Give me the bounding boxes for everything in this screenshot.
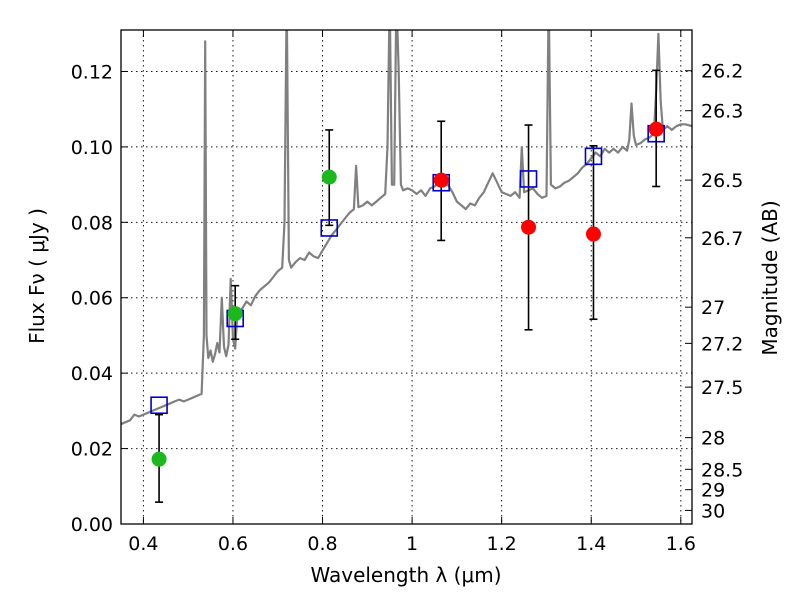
plot-frame (120, 29, 693, 525)
model-square-5 (584, 147, 603, 166)
green-point-1 (227, 306, 243, 322)
red-point-6 (648, 121, 664, 137)
x-tick-label-0: 0.4 (128, 533, 158, 555)
spectrum-line (121, 30, 692, 426)
y-tick-label-5: 0.10 (71, 137, 113, 159)
grid-lines (121, 30, 692, 524)
x-tick-label-2: 0.8 (307, 533, 337, 555)
y-tick-label-0: 0.00 (71, 514, 113, 536)
right-tick-label-9: 29 (701, 480, 725, 502)
x-tick-label-4: 1.2 (487, 533, 517, 555)
x-axis-ticks: 0.4 0.6 0.8 1 1.2 1.4 1.6 (128, 30, 696, 555)
right-tick-label-7: 28 (701, 428, 725, 450)
red-point-3 (433, 172, 449, 188)
model-square-0 (150, 396, 168, 415)
model-squares (150, 124, 665, 415)
x-tick-label-3: 1 (406, 533, 418, 555)
x-tick-label-6: 1.6 (666, 533, 696, 555)
right-axis-label: Magnitude (AB) (758, 200, 782, 355)
model-square-2 (320, 219, 339, 237)
right-tick-label-5: 27.2 (701, 333, 743, 355)
y-axis-label: Flux Fν ( μJy ) (25, 208, 49, 344)
green-point-2 (321, 169, 337, 185)
y-tick-label-3: 0.06 (71, 288, 113, 310)
x-tick-label-5: 1.4 (576, 533, 606, 555)
y-tick-label-6: 0.12 (71, 61, 113, 83)
spectrum-series (121, 30, 692, 426)
right-tick-label-4: 27 (701, 297, 725, 319)
red-point-4 (521, 219, 537, 235)
observed-points (151, 121, 664, 467)
right-tick-label-8: 28.5 (701, 459, 743, 481)
red-point-5 (585, 226, 601, 242)
x-axis-label: Wavelength λ (μm) (310, 563, 501, 587)
y-tick-label-1: 0.02 (71, 439, 113, 461)
y-axis-ticks: 0.00 0.02 0.04 0.06 0.08 0.10 0.12 (71, 61, 128, 536)
right-tick-label-10: 30 (701, 500, 725, 522)
y-tick-label-2: 0.04 (71, 363, 113, 385)
right-tick-label-3: 26.7 (701, 228, 743, 250)
green-point-0 (151, 451, 167, 467)
x-tick-label-1: 0.6 (218, 533, 248, 555)
right-tick-label-2: 26.5 (701, 170, 743, 192)
y-tick-label-4: 0.08 (71, 212, 113, 234)
right-tick-label-6: 27.5 (701, 377, 743, 399)
right-tick-label-1: 26.3 (701, 101, 743, 123)
model-square-4 (519, 170, 538, 188)
right-tick-label-0: 26.2 (701, 61, 743, 83)
